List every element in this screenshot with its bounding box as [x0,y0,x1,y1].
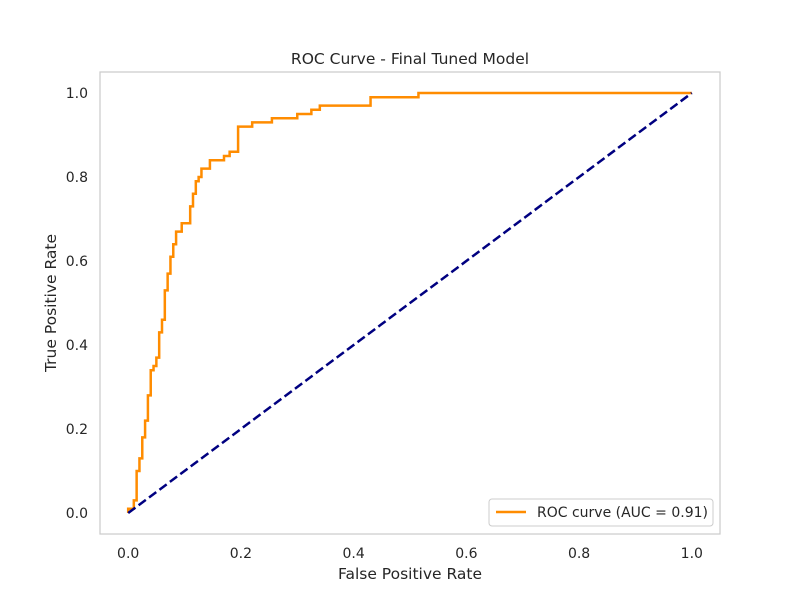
x-tick-label: 0.2 [230,546,252,562]
x-tick-label: 1.0 [681,546,703,562]
y-tick-label: 0.8 [66,170,88,186]
chart-title: ROC Curve - Final Tuned Model [291,50,529,68]
x-tick-label: 0.0 [117,546,139,562]
y-tick-label: 0.2 [66,422,88,438]
x-axis-label: False Positive Rate [338,565,482,583]
y-tick-label: 0.0 [66,506,88,522]
chance-diagonal-line [127,91,693,515]
legend-label-roc-curve: ROC curve (AUC = 0.91) [537,505,708,521]
x-tick-label: 0.6 [455,546,477,562]
x-tick-label: 0.8 [568,546,590,562]
y-tick-label: 1.0 [66,86,88,102]
roc-curve-line [126,91,692,513]
y-axis-label: True Positive Rate [42,234,60,373]
plot-frame [99,71,721,535]
x-axis-ticks: 0.0 0.2 0.4 0.6 0.8 1.0 [117,546,703,562]
y-tick-label: 0.4 [66,338,88,354]
y-tick-label: 0.6 [66,254,88,270]
legend-box [488,498,714,527]
plot-area [99,71,721,535]
legend: ROC curve (AUC = 0.91) [488,498,714,527]
x-tick-label: 0.4 [343,546,365,562]
y-axis-ticks: 0.0 0.2 0.4 0.6 0.8 1.0 [66,86,88,522]
